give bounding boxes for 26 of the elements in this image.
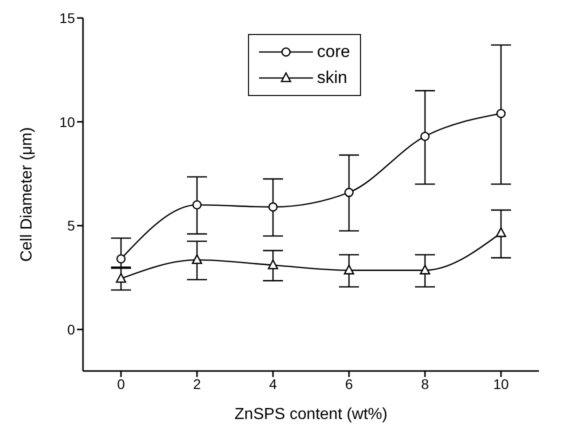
point bbox=[420, 132, 430, 142]
point bbox=[192, 254, 202, 264]
point bbox=[496, 227, 506, 238]
y-tick-label: 15 bbox=[59, 10, 76, 26]
y-tick-label: 10 bbox=[59, 114, 76, 130]
x-tick-label: 4 bbox=[269, 376, 278, 392]
point bbox=[344, 188, 354, 198]
point bbox=[192, 200, 202, 210]
x-tick-label: 8 bbox=[421, 376, 430, 392]
y-tick-label: 5 bbox=[67, 218, 76, 234]
x-tick-label: 2 bbox=[193, 376, 202, 392]
x-axis-title: ZnSPS content (wt%) bbox=[234, 406, 388, 423]
x-tick-label: 6 bbox=[345, 376, 354, 392]
legend-label: skin bbox=[317, 68, 348, 88]
legend-label: core bbox=[317, 42, 350, 62]
point bbox=[420, 264, 430, 274]
x-tick-label: 10 bbox=[493, 376, 509, 392]
x-tick-label: 0 bbox=[117, 376, 126, 392]
point bbox=[116, 254, 126, 264]
point bbox=[268, 259, 278, 270]
y-axis-title: Cell Diameter (μm) bbox=[18, 127, 36, 262]
point bbox=[344, 264, 354, 274]
point bbox=[268, 202, 278, 212]
y-tick-label: 0 bbox=[67, 321, 76, 338]
point bbox=[116, 272, 126, 283]
point bbox=[496, 108, 506, 118]
